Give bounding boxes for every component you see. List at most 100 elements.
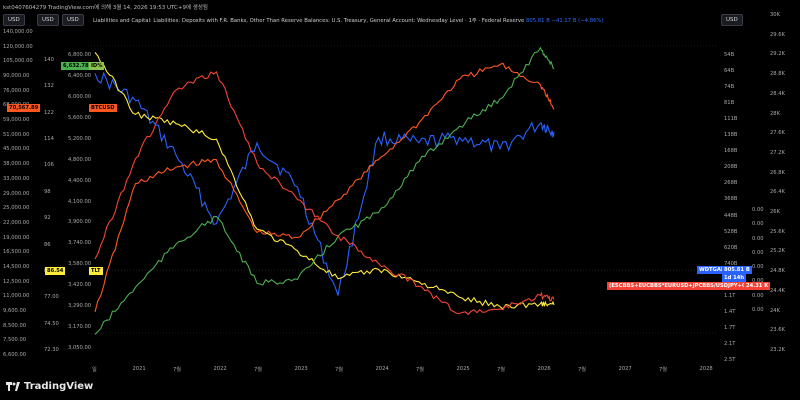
currency-button-right[interactable]: USD [721,14,743,26]
left-axis-3-tick: 6,000.00 [68,93,92,100]
right-axis-1-tick: 74B [724,84,735,91]
right-axis-pct-tick: 0.00 [752,221,764,228]
right-axis-1-tick: 2.5T [724,357,736,363]
left-axis-1-tick: 120,000.00 [3,43,33,50]
right-axis-2-tick: 26.4K [770,189,785,196]
left-axis-1-tick: 14,500.00 [3,263,30,270]
right-axis-1-tick: 1.1T [724,292,736,299]
right-axis-pct-tick: 0.00 [752,207,764,213]
badge-tlt-price: 86.54 [45,267,66,275]
left-axis-2-tick: 98 [44,188,51,195]
left-axis-2-tick: 74.50 [44,320,59,327]
left-axis-1-tick: 76,000.00 [3,87,30,94]
tradingview-logo-icon [6,382,20,391]
right-axis-2-tick: 28K [770,110,781,117]
badge-wdtgal-value: 805.81 B [722,266,752,274]
left-axis-1-tick: 29,000.00 [3,190,30,197]
x-tick-label: 7월 [497,367,506,373]
x-tick-label: 2024 [375,366,389,372]
left-axis-3-tick: 3,050.00 [68,345,92,351]
left-axis-3-tick: 4,100.00 [68,198,92,205]
right-axis-1-tick: 368B [724,196,738,203]
right-axis-2-tick: 27.2K [770,149,785,156]
badge-btcusd: BTCUSD [89,104,117,112]
left-axis-1-tick: 59,000.00 [3,117,30,124]
left-axis-1-tick: 12,500.00 [3,278,30,285]
x-tick-label: 2027 [618,366,632,372]
right-axis-1-tick: 1.4T [724,308,736,315]
right-axis-2-tick: 29.6K [770,31,785,38]
x-tick-label: 7월 [254,367,263,373]
left-axis-1-tick: 45,000.00 [3,146,30,153]
right-axis-1-tick: 2.1T [724,340,736,347]
x-tick-label: 일 [92,367,97,373]
right-axis-2-tick: 26K [770,209,781,216]
right-axis-1-tick: 268B [724,180,738,187]
left-axis-1-tick: 9,600.00 [3,307,27,314]
left-axis-1-tick: 7,500.00 [3,337,27,344]
right-axis-2-tick: 27.6K [770,130,785,137]
left-axis-1-tick: 105,000.00 [3,58,33,65]
left-axis-3-tick: 5,200.00 [68,135,92,142]
left-axis-3-tick: 3,580.00 [68,261,92,268]
left-axis-2-tick: 72.30 [44,347,59,353]
badge-tlt: TLT [89,267,103,275]
left-axis-2-tick: 122 [44,109,54,116]
right-axis-pct-tick: 0.00 [752,264,764,271]
currency-button-2[interactable]: USD [37,14,59,26]
right-axis-1-tick: 208B [724,164,738,171]
right-axis-2-tick: 30K [770,12,781,18]
series-line-liquidity [94,71,555,316]
left-axis-3-tick: 4,400.00 [68,177,92,184]
x-tick-label: 2022 [213,366,227,372]
left-axis-1-tick: 8,500.00 [3,322,27,329]
left-axis-1-tick: 38,000.00 [3,161,30,168]
left-axis-1-tick: 140,000.00 [3,29,33,35]
right-axis-1-tick: 111B [724,116,738,123]
currency-button-1[interactable]: USD [3,14,25,26]
x-tick-label: 2025 [456,366,470,372]
x-tick-label: 2028 [699,366,713,372]
right-axis-1-tick: 168B [724,148,738,155]
right-axis-1-tick: 64B [724,68,735,75]
right-axis-2-tick: 23.6K [770,327,785,334]
right-axis-1-tick: 1.7T [724,324,736,331]
right-axis-1-tick: 138B [724,132,738,139]
right-axis-2-tick: 25.6K [770,228,785,235]
left-axis-3-tick: 3,170.00 [68,324,92,331]
series-line-spx [94,46,555,335]
legend-title: Liabilities and Capital: Liabilities: De… [93,16,604,24]
left-axis-3-tick: 5,600.00 [68,114,92,121]
left-axis-3-tick: 3,290.00 [68,303,92,310]
tradingview-logo: TradingView [6,381,93,392]
x-tick-label: 2023 [294,366,308,372]
left-axis-1-tick: 90,000.00 [3,73,30,80]
left-axis-1-tick: 6,600.00 [3,352,27,358]
legend-change: −41.17 B (−4.86%) [551,18,604,24]
right-axis-2-tick: 24.8K [770,268,785,275]
right-axis-pct-tick: 0.00 [752,292,764,299]
left-axis-1-tick: 22,000.00 [3,219,30,226]
right-axis-pct-tick: 0.00 [752,278,764,284]
series-line-tlt [94,52,555,310]
left-axis-3-tick: 3,900.00 [68,219,92,226]
x-tick-label: 7월 [335,367,344,373]
left-axis-2-tick: 140 [44,57,54,63]
left-axis-3-tick: 3,420.00 [68,282,92,289]
badge-wdtgal-time: 1d 14h [722,274,747,282]
right-axis-2-tick: 28.4K [770,90,785,97]
badge-id: ID% [89,62,105,70]
legend-value: 805.81 B [525,18,550,24]
left-axis-2-tick: 106 [44,162,54,169]
x-tick-label: 2021 [132,366,146,372]
right-axis-1-tick: 81B [724,100,735,107]
left-axis-1-tick: 33,000.00 [3,175,30,182]
right-axis-2-tick: 23.2K [770,347,785,353]
right-axis-2-tick: 26.8K [770,169,785,176]
x-tick-label: 7월 [416,367,425,373]
series-line-btcusd [94,62,555,313]
currency-button-3[interactable]: USD [62,14,84,26]
badge-liquidity-value: 24.31 K [744,282,771,290]
right-axis-pct-tick: 0.00 [752,249,764,256]
